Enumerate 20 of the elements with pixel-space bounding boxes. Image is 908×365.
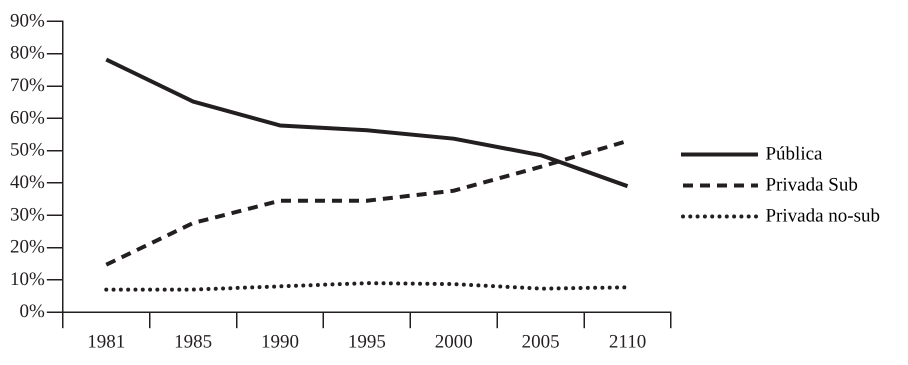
- y-tick-label: 60%: [10, 107, 45, 128]
- x-tick-label: 1985: [174, 332, 212, 353]
- y-tick-label: 40%: [10, 172, 45, 193]
- legend-label: Privada Sub: [765, 174, 858, 196]
- y-tick-label: 30%: [10, 204, 45, 226]
- y-tick-label: 70%: [10, 75, 45, 96]
- y-tick-label: 0%: [20, 301, 45, 322]
- y-tick-label: 80%: [10, 42, 45, 64]
- y-tick-label: 90%: [10, 10, 45, 32]
- y-tick-label: 50%: [10, 140, 45, 161]
- x-tick-label: 2110: [608, 332, 646, 353]
- legend-label: Pública: [765, 143, 824, 164]
- x-tick-label: 1990: [261, 332, 300, 353]
- x-tick-label: 2005: [522, 332, 560, 353]
- x-tick-label: 1981: [87, 332, 126, 353]
- x-tick-label: 1995: [348, 332, 386, 353]
- legend-label: Privada no-sub: [765, 205, 880, 226]
- y-tick-label: 10%: [10, 268, 45, 290]
- y-tick-label: 20%: [10, 236, 45, 258]
- x-tick-label: 2000: [434, 332, 473, 353]
